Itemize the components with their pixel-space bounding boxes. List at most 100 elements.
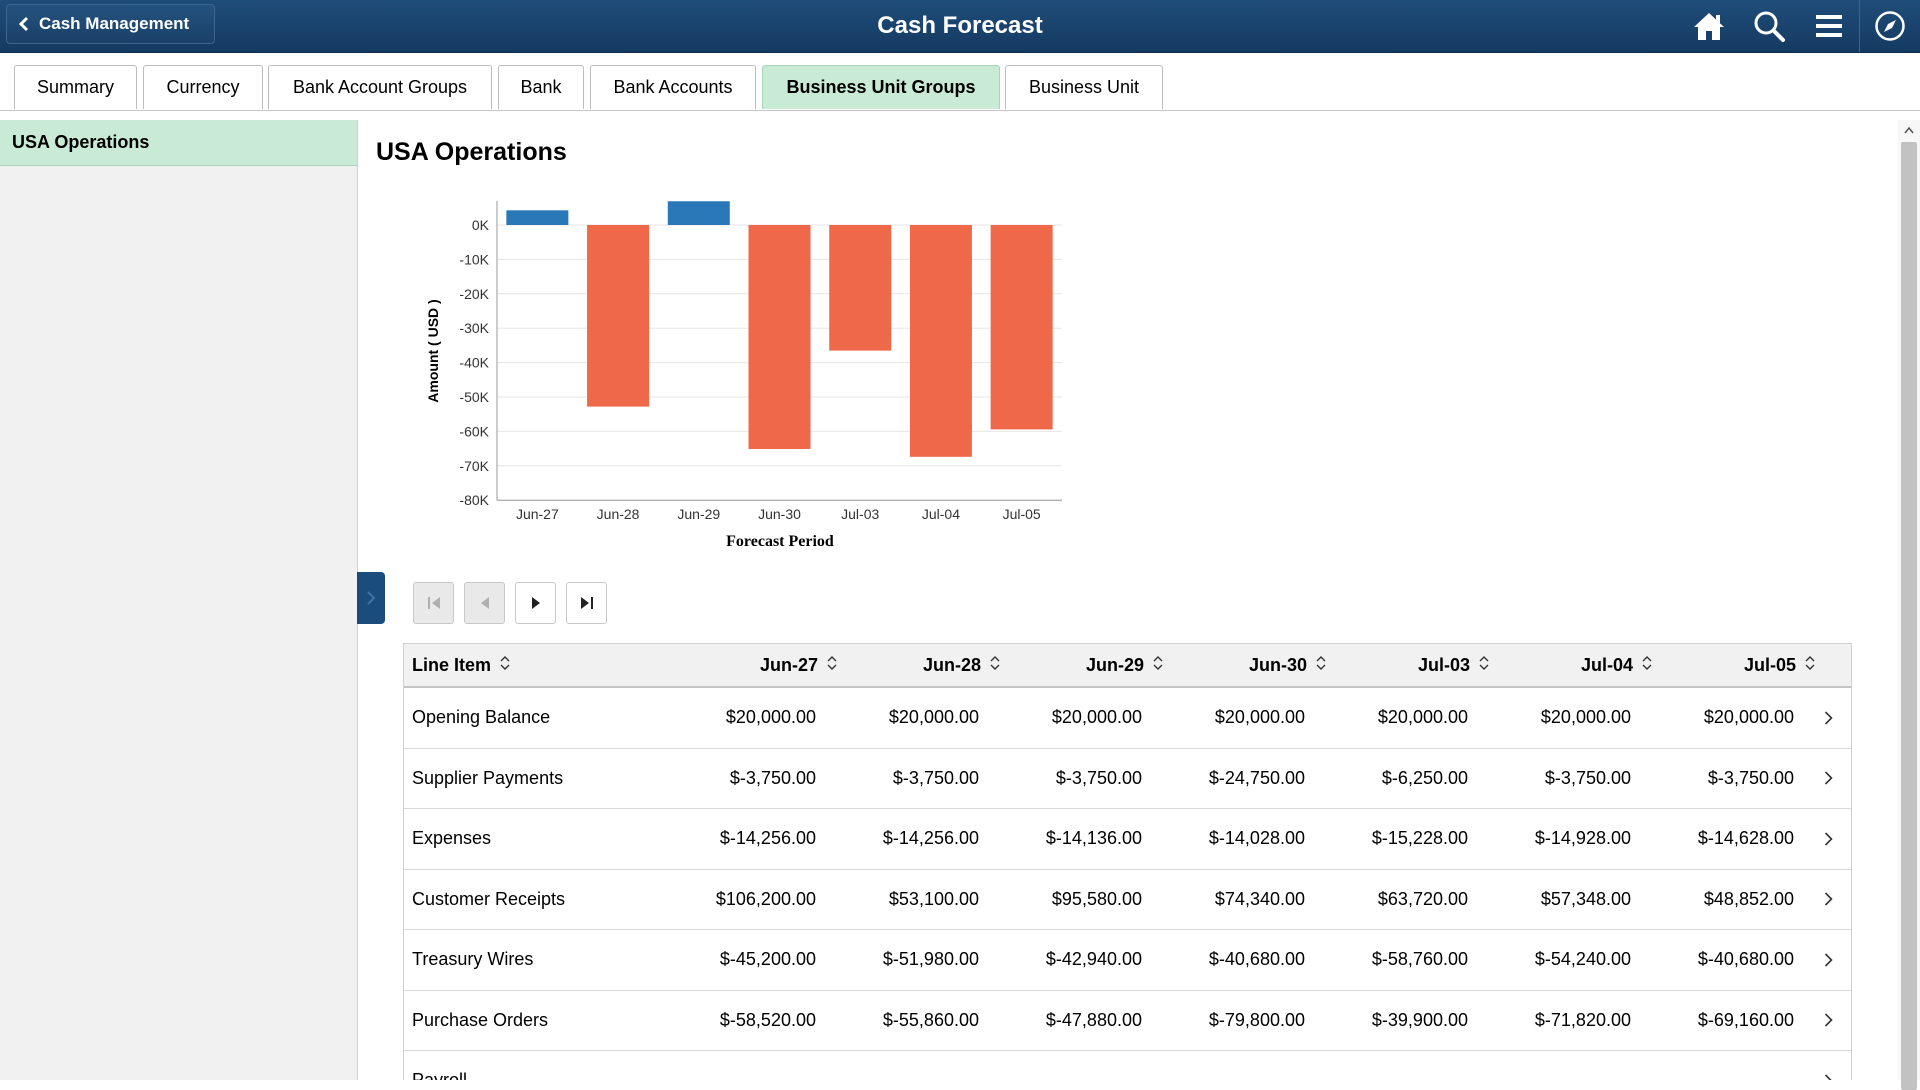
actions-menu-button[interactable] <box>1799 0 1859 52</box>
column-header-jun-28[interactable]: Jun-28 <box>923 644 1001 686</box>
cell-value: $-3,750.00 <box>1707 767 1794 788</box>
cell-value: $-3,750.00 <box>729 767 816 788</box>
next-page-icon <box>531 597 540 609</box>
bar-jul-03[interactable] <box>829 225 892 351</box>
sort-icon <box>1153 655 1163 670</box>
chevron-right-icon <box>1824 892 1833 906</box>
row-detail-chevron[interactable] <box>1824 688 1833 747</box>
row-detail-chevron[interactable] <box>1824 809 1833 868</box>
table-row[interactable]: Supplier Payments $-3,750.00 $-3,750.00 $-3… <box>404 749 1851 809</box>
navbar-compass-icon <box>1875 11 1905 41</box>
sort-icon-wrapper[interactable] <box>1152 655 1164 676</box>
x-tick-label: Jun-27 <box>516 506 559 522</box>
cell-value: $-40,680.00 <box>1697 949 1794 969</box>
sort-icon-wrapper[interactable] <box>499 655 511 676</box>
row-label: Customer Receipts <box>412 888 566 909</box>
tab-currency[interactable]: Currency <box>143 65 263 109</box>
sort-icon-wrapper[interactable] <box>989 655 1001 676</box>
chevron-right-icon <box>367 591 376 605</box>
sort-icon-wrapper[interactable] <box>1641 655 1653 676</box>
cell-value: $-24,750.00 <box>1208 767 1305 788</box>
table-row[interactable]: Purchase Orders $-58,520.00 $-55,860.00 $-4… <box>404 991 1851 1051</box>
scroll-thumb[interactable] <box>1901 142 1917 1090</box>
column-header-label: Line Item <box>412 654 492 675</box>
tab-business-unit[interactable]: Business Unit <box>1005 65 1163 109</box>
row-detail-chevron[interactable] <box>1824 870 1833 929</box>
back-button[interactable]: Cash Management <box>6 4 215 44</box>
bar-jul-05[interactable] <box>990 225 1053 430</box>
column-header-label: Jun-27 <box>759 654 818 675</box>
column-header-label: Jul-04 <box>1580 654 1633 675</box>
cell-value: $-3,750.00 <box>1544 767 1631 788</box>
row-detail-chevron[interactable] <box>1824 749 1833 808</box>
sort-icon-wrapper[interactable] <box>1478 655 1490 676</box>
search-button[interactable] <box>1739 0 1799 52</box>
y-tick-label: -40K <box>459 355 489 371</box>
y-tick-label: -70K <box>459 458 489 474</box>
row-detail-chevron[interactable] <box>1824 930 1833 989</box>
tab-business-unit-groups[interactable]: Business Unit Groups <box>762 65 1000 109</box>
column-header-jul-05[interactable]: Jul-05 <box>1744 644 1816 686</box>
cell-value: $-14,256.00 <box>719 828 816 848</box>
scroll-up-button[interactable] <box>1898 120 1920 140</box>
home-icon <box>1694 13 1724 40</box>
tab-summary[interactable]: Summary <box>14 65 137 109</box>
column-header-jul-04[interactable]: Jul-04 <box>1581 644 1653 686</box>
section-title: USA Operations <box>376 138 567 166</box>
chevron-right-icon <box>1824 1073 1833 1080</box>
cell-value: $-45,200.00 <box>719 949 816 969</box>
column-header-jul-03[interactable]: Jul-03 <box>1418 644 1490 686</box>
tab-bank-accounts[interactable]: Bank Accounts <box>590 65 756 109</box>
column-header-jun-27[interactable]: Jun-27 <box>760 644 838 686</box>
cell-value: $20,000.00 <box>1540 707 1631 727</box>
column-header-label: Jul-05 <box>1743 654 1796 675</box>
forecast-grid: Line Item Jun-27 Jun-28 Jun-29 Jun-30 Jul-03 J… <box>403 643 1852 1080</box>
bar-jul-04[interactable] <box>909 225 972 457</box>
cell-value: $-39,900.00 <box>1371 1009 1468 1030</box>
column-header-label: Jun-30 <box>1248 654 1307 675</box>
last-page-button[interactable] <box>566 582 607 624</box>
navbar-button[interactable] <box>1859 0 1920 52</box>
column-header-label: Jun-28 <box>922 654 981 675</box>
next-page-button[interactable] <box>515 582 556 624</box>
cell-value: $63,720.00 <box>1377 888 1468 909</box>
y-tick-label: -30K <box>459 320 489 336</box>
bar-jun-28[interactable] <box>587 225 650 407</box>
sort-icon-wrapper[interactable] <box>1315 655 1327 676</box>
previous-page-button[interactable] <box>464 582 505 624</box>
column-header-jun-29[interactable]: Jun-29 <box>1086 644 1164 686</box>
cell-value: $-14,028.00 <box>1208 828 1305 848</box>
table-row[interactable]: Opening Balance $20,000.00 $20,000.00 $20,0… <box>404 688 1851 749</box>
home-button[interactable] <box>1679 0 1739 52</box>
cell-value: $-69,160.00 <box>1697 1009 1794 1030</box>
first-page-button[interactable] <box>413 582 454 624</box>
tab-bank-account-groups[interactable]: Bank Account Groups <box>268 65 492 109</box>
table-row[interactable]: Expenses $-14,256.00 $-14,256.00 $-14,136.0… <box>404 809 1851 870</box>
tab-bank[interactable]: Bank <box>498 65 584 109</box>
column-header-jun-30[interactable]: Jun-30 <box>1249 644 1327 686</box>
chevron-right-icon <box>1824 1013 1833 1027</box>
sort-icon-wrapper[interactable] <box>826 655 838 676</box>
table-row[interactable]: Customer Receipts $106,200.00 $53,100.00 $9… <box>404 870 1851 930</box>
chevron-left-icon <box>19 16 29 32</box>
cell-value: $20,000.00 <box>1703 707 1794 727</box>
y-tick-label: -10K <box>459 251 489 267</box>
left-panel-item-usa-operations[interactable]: USA Operations <box>0 120 357 166</box>
table-row[interactable]: Treasury Wires $-45,200.00 $-51,980.00 $-42… <box>404 930 1851 991</box>
y-tick-label: 0K <box>472 217 490 233</box>
sort-icon-wrapper[interactable] <box>1804 655 1816 676</box>
bar-jun-30[interactable] <box>748 225 811 450</box>
left-panel: USA Operations <box>0 120 358 1080</box>
x-tick-label: Jun-28 <box>597 506 640 522</box>
vertical-scrollbar[interactable] <box>1898 120 1920 1090</box>
collapse-panel-button[interactable] <box>357 572 385 624</box>
last-page-icon <box>580 597 593 609</box>
row-detail-chevron[interactable] <box>1824 1051 1833 1080</box>
cell-value: $-14,628.00 <box>1697 828 1794 848</box>
row-detail-chevron[interactable] <box>1824 991 1833 1050</box>
cell-value: $-3,750.00 <box>1055 767 1142 788</box>
column-header-line-item[interactable]: Line Item <box>412 644 511 686</box>
bar-jun-27[interactable] <box>506 210 569 225</box>
bar-jun-29[interactable] <box>667 201 730 225</box>
table-row[interactable]: Payroll <box>404 1051 1851 1080</box>
